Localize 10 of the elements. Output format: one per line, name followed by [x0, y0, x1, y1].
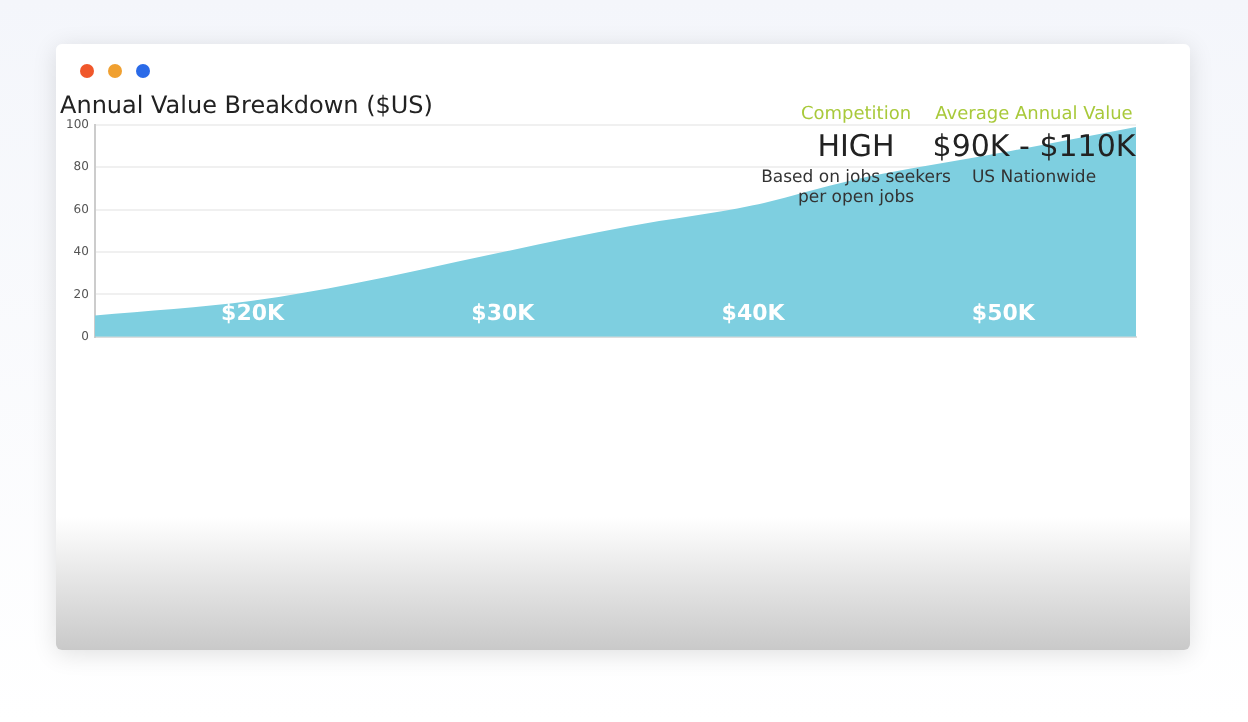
x-tick-label: $20K	[221, 299, 285, 326]
text: Competition	[800, 104, 912, 125]
x-tick-label: $30K	[471, 299, 536, 326]
annotation: $90K - $110K	[932, 127, 1138, 164]
x-tick-label: $40K	[721, 299, 786, 326]
x-tick-label: $50K	[971, 299, 1036, 326]
annotation: US Nationwide	[971, 168, 1097, 189]
text: Average Annual Value	[935, 104, 1134, 125]
chart-title: Annual Value Breakdown ($US)	[60, 90, 433, 119]
annotation: HIGH	[817, 127, 895, 164]
